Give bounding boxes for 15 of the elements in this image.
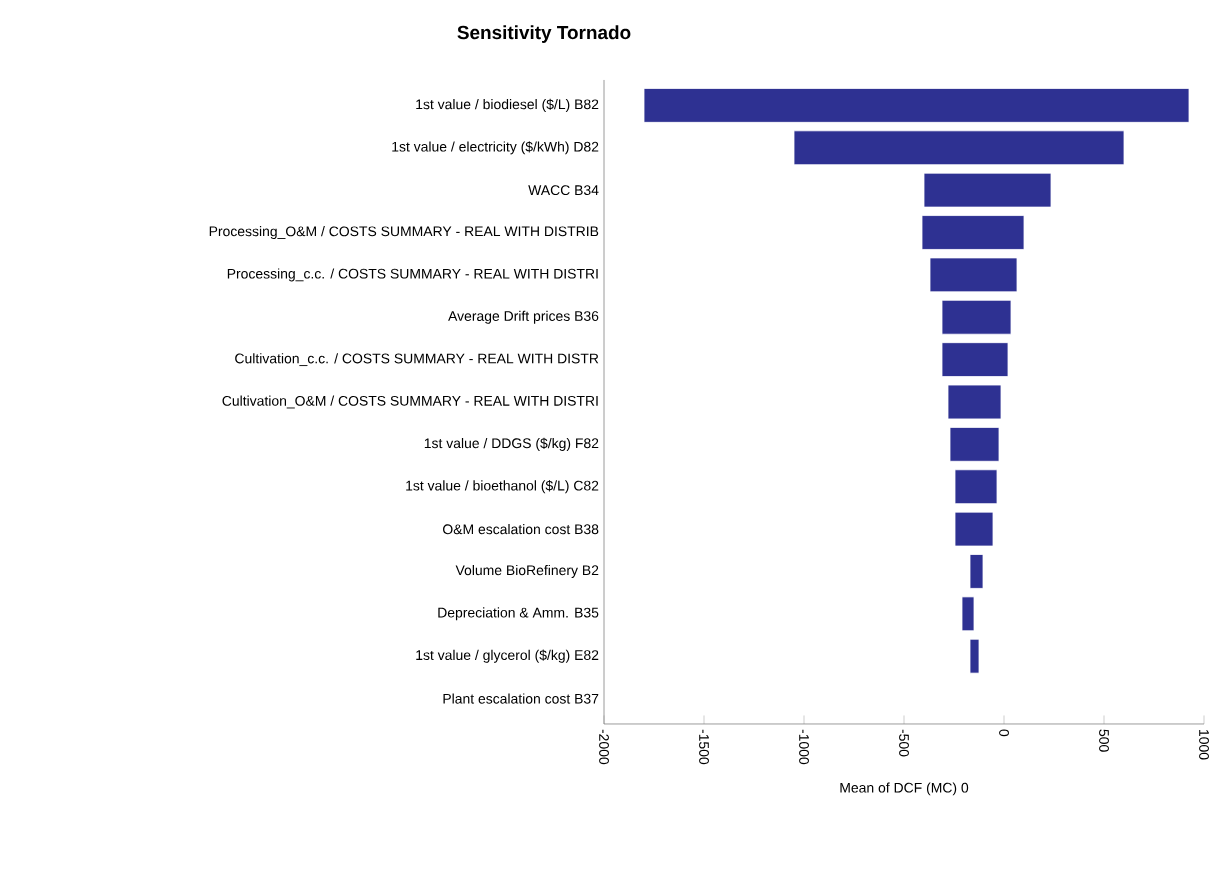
- bar: [921, 215, 1025, 250]
- bar: [941, 299, 1012, 335]
- bar: [961, 596, 975, 632]
- bar: [949, 427, 1000, 462]
- bar: [941, 342, 1009, 377]
- bar: [969, 638, 980, 674]
- chart-title: Sensitivity Tornado: [457, 25, 631, 43]
- bar: [969, 554, 984, 589]
- bar: [643, 88, 1190, 123]
- bar: [954, 511, 994, 547]
- bar: [923, 172, 1052, 208]
- bar: [929, 257, 1018, 293]
- bar: [793, 130, 1125, 166]
- bar: [954, 469, 998, 505]
- bar: [947, 384, 1002, 420]
